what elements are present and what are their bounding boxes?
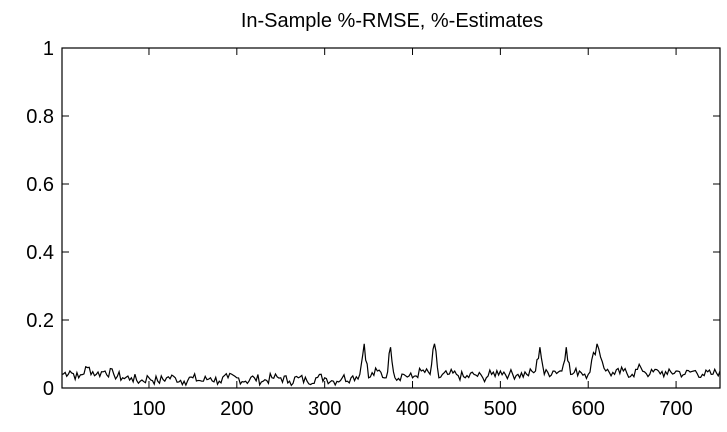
x-tick-label: 100	[132, 398, 165, 420]
axis-ticks	[62, 47, 720, 389]
y-tick-label: 0.4	[26, 242, 54, 264]
series-line	[61, 343, 721, 387]
x-tick-label: 600	[572, 398, 605, 420]
y-tick-label: 1	[43, 38, 54, 60]
x-tick-label: 700	[659, 398, 692, 420]
tick-labels: 100 200 300 400 500 600 700 0 0.2 0.4 0.6 0.8 1	[26, 38, 693, 420]
x-tick-label: 200	[220, 398, 253, 420]
x-tick-label: 500	[484, 398, 517, 420]
x-tick-label: 300	[308, 398, 341, 420]
x-tick-label: 400	[396, 398, 429, 420]
y-tick-label: 0.2	[26, 310, 54, 332]
y-tick-label: 0.8	[26, 106, 54, 128]
y-tick-label: 0	[43, 378, 54, 400]
y-tick-label: 0.6	[26, 174, 54, 196]
plot-frame	[61, 47, 721, 389]
chart-title: In-Sample %-RMSE, %-Estimates	[241, 10, 543, 32]
